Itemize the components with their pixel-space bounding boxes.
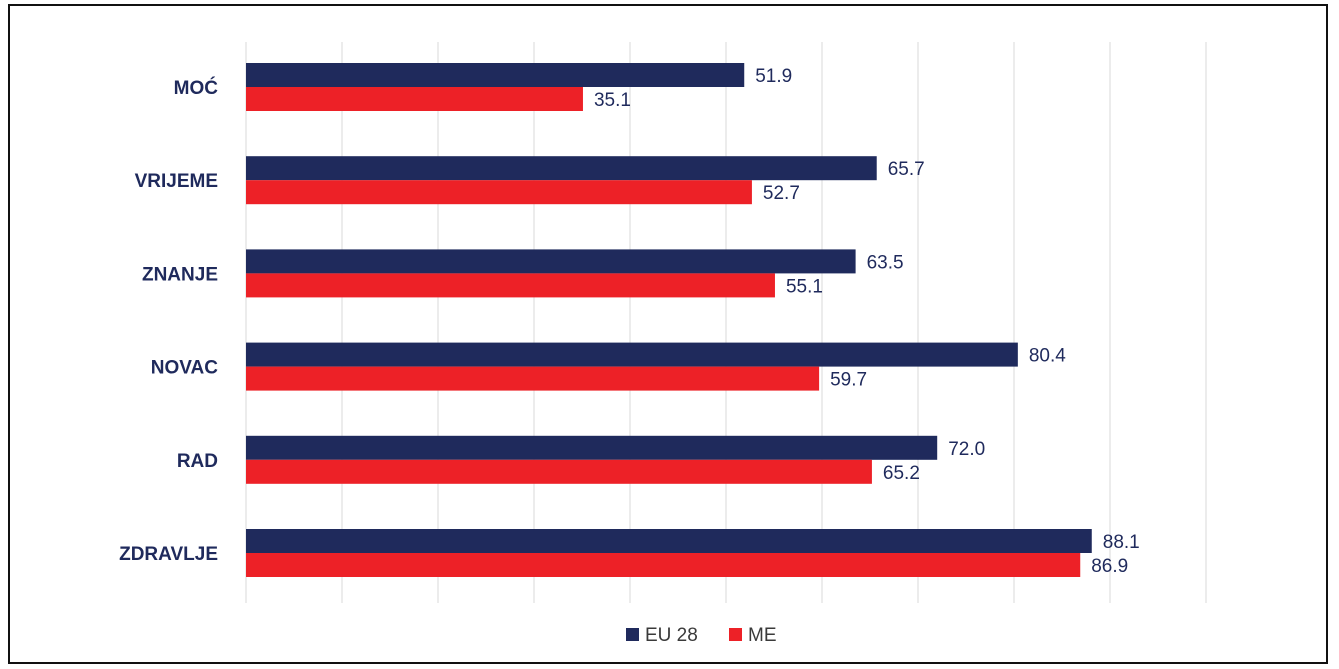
data-label: 65.7 bbox=[888, 159, 925, 180]
legend-label-eu28: EU 28 bbox=[645, 625, 698, 646]
bar-eu28 bbox=[246, 63, 745, 87]
data-label: 59.7 bbox=[830, 370, 867, 391]
bar-eu28 bbox=[246, 249, 856, 274]
value-labels: 51.9 35.1 65.7 52.7 63.5 55.1 80.4 59.7 72.0 65.2… bbox=[594, 66, 1140, 577]
bar-me bbox=[246, 366, 820, 391]
data-label: 72.0 bbox=[948, 439, 985, 460]
bar-eu28 bbox=[246, 342, 1018, 367]
data-label: 35.1 bbox=[594, 90, 631, 111]
category-label: NOVAC bbox=[151, 358, 218, 379]
data-label: 52.7 bbox=[763, 183, 800, 204]
category-label: ZNANJE bbox=[142, 264, 218, 285]
data-label: 88.1 bbox=[1103, 532, 1140, 553]
bar-me bbox=[246, 273, 775, 298]
bar-eu28 bbox=[246, 435, 938, 460]
bar-me bbox=[246, 87, 583, 111]
category-label: VRIJEME bbox=[135, 171, 218, 192]
bar-me bbox=[246, 180, 752, 205]
category-labels: MOĆ VRIJEME ZNANJE NOVAC RAD ZDRAVLJE bbox=[119, 77, 218, 565]
gridlines bbox=[245, 42, 1207, 603]
data-label: 63.5 bbox=[867, 252, 904, 273]
data-label: 86.9 bbox=[1091, 556, 1128, 577]
data-label: 80.4 bbox=[1029, 346, 1066, 367]
category-label: MOĆ bbox=[174, 77, 219, 99]
legend-label-me: ME bbox=[748, 625, 777, 646]
bar-me bbox=[246, 459, 872, 484]
category-label: ZDRAVLJE bbox=[119, 544, 218, 565]
data-label: 65.2 bbox=[883, 463, 920, 484]
legend-swatch-eu28 bbox=[626, 628, 639, 641]
data-label: 55.1 bbox=[786, 276, 823, 297]
bars bbox=[246, 63, 1092, 577]
bar-me bbox=[246, 553, 1081, 577]
bar-eu28 bbox=[246, 156, 877, 181]
legend: EU 28 ME bbox=[626, 625, 777, 646]
category-label: RAD bbox=[177, 451, 218, 472]
data-label: 51.9 bbox=[755, 66, 792, 87]
bar-eu28 bbox=[246, 529, 1092, 553]
legend-swatch-me bbox=[729, 628, 742, 641]
